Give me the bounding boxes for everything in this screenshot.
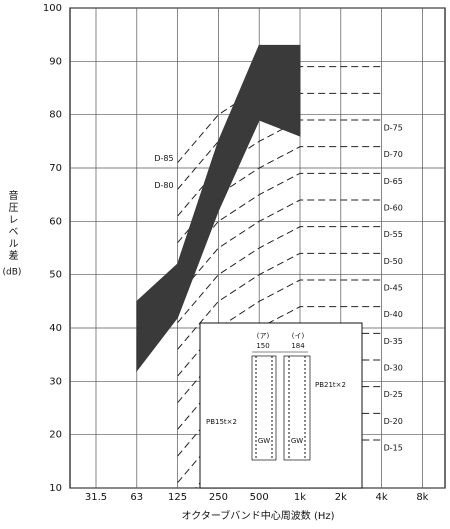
inset-frame (199, 322, 363, 489)
curve-label: D-80 (154, 181, 173, 190)
curve-label: D-50 (384, 257, 403, 266)
wall-left (251, 355, 277, 461)
x-tick-label: 500 (250, 492, 269, 503)
x-tick-label: 4k (376, 492, 388, 503)
curve-label: D-25 (384, 390, 403, 399)
y-tick-label: 40 (49, 323, 62, 334)
reference-curve (177, 279, 382, 377)
measured-band (136, 44, 301, 373)
reference-curve (177, 199, 382, 297)
curve-label: D-85 (154, 154, 173, 163)
curve-label: D-70 (384, 150, 403, 159)
inset-label: GW (258, 437, 270, 445)
y-tick-label: 20 (49, 430, 62, 441)
x-tick-label: 2k (335, 492, 347, 503)
y-tick-label: 70 (49, 163, 62, 174)
reference-curve (177, 119, 382, 217)
y-tick-label: 30 (49, 376, 62, 387)
inset-label: PB21t×2 (315, 381, 346, 389)
inset-label: (ア) (257, 332, 270, 340)
reference-curve (177, 306, 382, 403)
y-tick-label: 100 (43, 3, 62, 14)
x-tick-label: 125 (168, 492, 187, 503)
x-tick-label: 63 (130, 492, 143, 503)
curve-label: D-60 (384, 204, 403, 213)
inset-label: GW (291, 437, 303, 445)
y-tick-label: 80 (49, 110, 62, 121)
reference-curve (177, 172, 382, 270)
inset-label: (イ) (292, 332, 305, 340)
curve-label: D-45 (384, 284, 403, 293)
reference-curve (177, 252, 382, 350)
inset-diagram: (ア) (イ) 150 184 PB21t×2 PB15t×2 GW GW (199, 322, 363, 489)
curve-label: D-40 (384, 310, 403, 319)
inset-label: 150 (256, 342, 269, 350)
y-tick-label: 10 (49, 483, 62, 494)
reference-curve (177, 146, 382, 243)
curve-label: D-55 (384, 230, 403, 239)
curve-label: D-75 (384, 124, 403, 133)
wall-right (283, 355, 311, 461)
curve-label: D-30 (384, 364, 403, 373)
y-axis-unit: (dB) (3, 268, 22, 278)
curve-label: D-20 (384, 417, 403, 426)
x-tick-label: 1k (294, 492, 306, 503)
y-tick-label: 60 (49, 216, 62, 227)
curve-label: D-65 (384, 177, 403, 186)
inset-label: 184 (291, 342, 305, 350)
inset-label: PB15t×2 (206, 418, 237, 426)
y-tick-label: 90 (49, 56, 62, 67)
y-axis-title: 音圧レベル差 (6, 189, 18, 262)
curve-label: D-15 (384, 444, 403, 453)
x-tick-label: 31.5 (85, 492, 107, 503)
x-tick-label: 250 (209, 492, 228, 503)
x-tick-label: 8k (416, 492, 428, 503)
reference-curve (177, 226, 382, 323)
x-axis-title: オクターブバンド中心周波数 (Hz) (181, 509, 334, 522)
y-tick-label: 50 (49, 270, 62, 281)
curve-label: D-35 (384, 337, 403, 346)
